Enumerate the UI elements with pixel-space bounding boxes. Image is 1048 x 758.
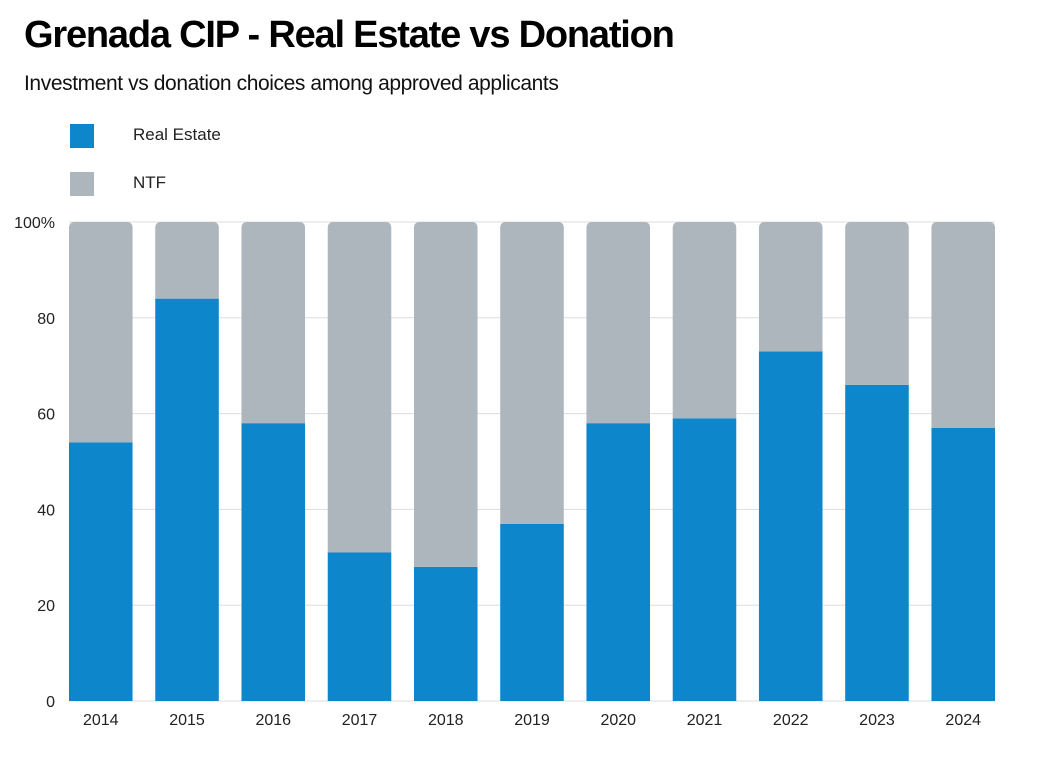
y-tick-label: 0 [46, 694, 55, 711]
x-tick-label: 2022 [773, 712, 809, 729]
bar-ntf-2015[interactable] [155, 222, 219, 299]
bar-real-estate-2016[interactable] [241, 423, 306, 701]
x-tick-label: 2020 [600, 712, 636, 729]
y-tick-label: 40 [37, 502, 55, 519]
bar-ntf-2014[interactable] [69, 222, 133, 443]
x-tick-label: 2019 [514, 712, 550, 729]
bar-real-estate-2022[interactable] [758, 351, 823, 701]
bar-ntf-2020[interactable] [586, 222, 651, 424]
bar-ntf-2016[interactable] [241, 222, 306, 424]
bar-real-estate-2021[interactable] [672, 418, 737, 701]
bar-real-estate-2014[interactable] [69, 442, 133, 701]
x-tick-label: 2018 [428, 712, 464, 729]
x-tick-label: 2016 [255, 712, 291, 729]
y-tick-label: 80 [37, 311, 55, 328]
y-tick-label: 60 [37, 407, 55, 424]
legend-label-real-estate: Real Estate [133, 125, 221, 144]
bar-real-estate-2024[interactable] [931, 427, 995, 701]
x-tick-label: 2015 [169, 712, 205, 729]
bar-real-estate-2018[interactable] [413, 566, 478, 701]
bar-ntf-2017[interactable] [327, 222, 392, 553]
legend-swatch-real-estate [70, 124, 94, 148]
x-tick-label: 2024 [945, 712, 981, 729]
bar-ntf-2024[interactable] [931, 222, 995, 428]
y-tick-label: 100% [14, 215, 55, 232]
y-tick-label: 20 [37, 598, 55, 615]
chart-subtitle: Investment vs donation choices among app… [24, 72, 559, 95]
x-tick-label: 2017 [342, 712, 378, 729]
bar-ntf-2023[interactable] [845, 222, 909, 385]
bar-real-estate-2020[interactable] [586, 423, 651, 701]
chart-title: Grenada CIP - Real Estate vs Donation [24, 14, 675, 56]
legend-label-ntf: NTF [133, 173, 167, 192]
bar-real-estate-2023[interactable] [845, 384, 909, 701]
bar-ntf-2021[interactable] [672, 222, 737, 419]
bar-ntf-2022[interactable] [758, 222, 823, 352]
bar-real-estate-2015[interactable] [155, 298, 219, 701]
legend-swatch-ntf [70, 172, 94, 196]
x-tick-label: 2023 [859, 712, 895, 729]
x-tick-label: 2014 [83, 712, 119, 729]
bar-ntf-2018[interactable] [413, 222, 478, 567]
x-tick-label: 2021 [687, 712, 723, 729]
bar-real-estate-2017[interactable] [327, 552, 392, 701]
bar-real-estate-2019[interactable] [500, 523, 564, 701]
bar-ntf-2019[interactable] [500, 222, 564, 524]
